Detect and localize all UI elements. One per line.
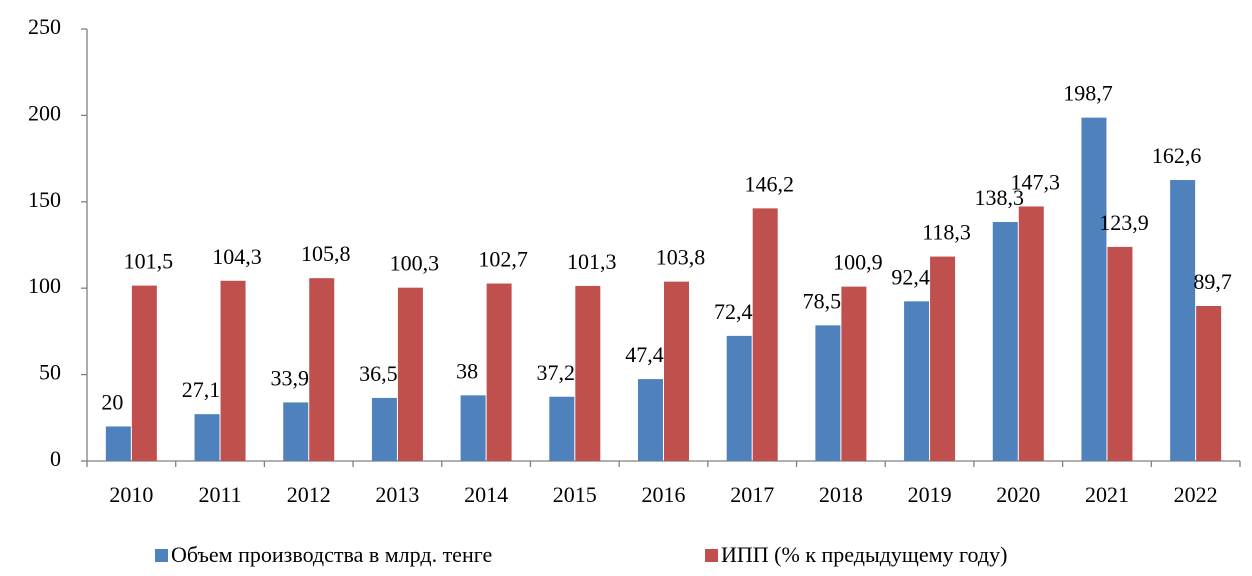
bar [1170, 180, 1196, 461]
data-label: 123,9 [1099, 210, 1149, 235]
y-tick-label: 150 [28, 187, 61, 212]
x-tick-label: 2015 [553, 482, 597, 507]
x-tick-label: 2018 [819, 482, 863, 507]
legend-label: ИПП (% к предыдущему году) [721, 542, 1007, 567]
x-tick-label: 2010 [109, 482, 153, 507]
bar [1018, 206, 1044, 461]
data-label: 101,3 [567, 249, 617, 274]
bar [220, 280, 246, 461]
data-label: 78,5 [803, 288, 842, 313]
data-label: 105,8 [301, 241, 351, 266]
bar [486, 283, 512, 461]
data-label: 146,2 [744, 171, 794, 196]
y-tick-label: 200 [28, 100, 61, 125]
data-label: 118,3 [922, 220, 971, 245]
data-label: 100,3 [390, 251, 440, 276]
bar [664, 281, 689, 461]
bar [930, 256, 956, 461]
legend-swatch [705, 549, 718, 562]
y-tick-label: 250 [28, 14, 61, 39]
bar [752, 208, 778, 461]
data-label: 104,3 [212, 244, 262, 269]
data-label: 103,8 [656, 245, 706, 270]
data-label: 38 [456, 358, 478, 383]
data-label: 198,7 [1063, 81, 1113, 106]
bar [575, 285, 601, 461]
bar [992, 222, 1018, 461]
bar [1196, 305, 1222, 461]
data-label: 37,2 [537, 360, 576, 385]
x-tick-label: 2021 [1085, 482, 1129, 507]
data-label: 102,7 [478, 247, 528, 272]
bar [904, 301, 930, 461]
data-label: 20 [101, 389, 123, 414]
bar [105, 426, 131, 461]
x-tick-label: 2017 [730, 482, 774, 507]
y-tick-label: 50 [39, 360, 61, 385]
data-label: 100,9 [833, 250, 883, 275]
bar [397, 287, 423, 461]
data-label: 92,4 [891, 264, 930, 289]
bar [283, 402, 309, 461]
bar [815, 325, 841, 461]
bar [1107, 246, 1133, 461]
bar [460, 395, 486, 461]
data-label: 72,4 [714, 299, 753, 324]
x-tick-label: 2013 [375, 482, 419, 507]
data-label: 36,5 [359, 361, 398, 386]
bar [194, 414, 220, 461]
bar [549, 396, 575, 461]
legend-swatch [155, 549, 168, 562]
x-tick-label: 2022 [1174, 482, 1218, 507]
bar [371, 397, 397, 461]
x-tick-label: 2019 [908, 482, 952, 507]
bar [309, 278, 335, 461]
data-label: 101,5 [124, 249, 174, 274]
y-tick-label: 0 [50, 446, 61, 471]
bar [638, 379, 663, 461]
x-tick-label: 2016 [642, 482, 686, 507]
y-tick-label: 100 [28, 273, 61, 298]
bar [841, 286, 867, 461]
x-tick-label: 2011 [198, 482, 241, 507]
data-label: 147,3 [1011, 170, 1061, 195]
data-label: 89,7 [1193, 269, 1232, 294]
data-label: 47,4 [625, 342, 664, 367]
data-label: 33,9 [270, 365, 309, 390]
x-tick-label: 2012 [287, 482, 331, 507]
data-label: 162,6 [1152, 143, 1202, 168]
bar [131, 285, 157, 461]
x-tick-label: 2020 [996, 482, 1040, 507]
data-label: 138,3 [975, 185, 1025, 210]
bar [1081, 117, 1107, 462]
x-tick-label: 2014 [464, 482, 508, 507]
data-label: 27,1 [182, 377, 221, 402]
bar [726, 335, 752, 461]
legend-label: Объем производства в млрд. тенге [171, 542, 492, 567]
